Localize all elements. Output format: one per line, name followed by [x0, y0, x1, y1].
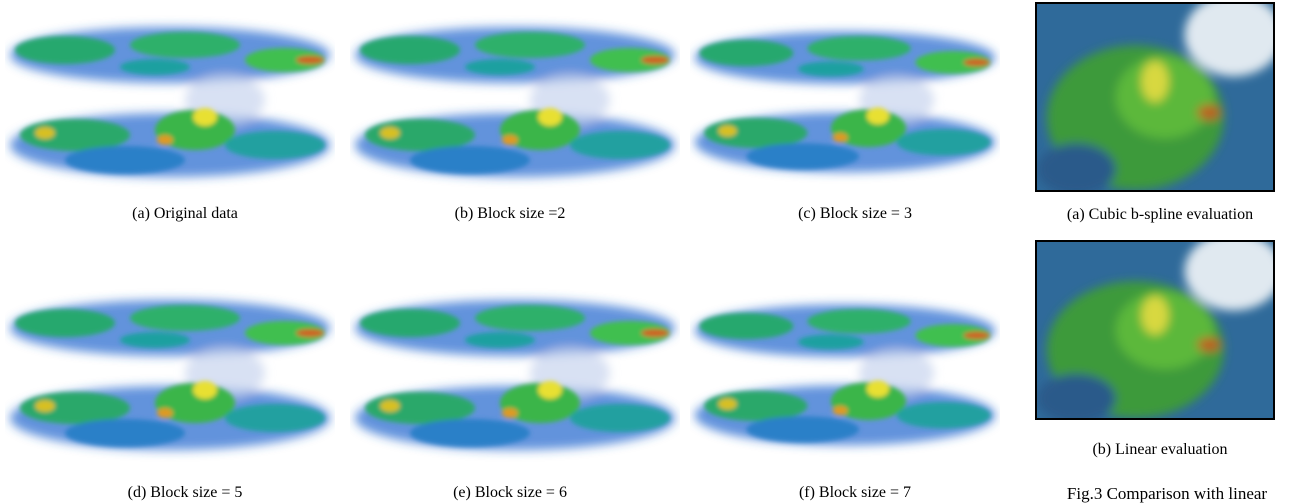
caption: (c) Block size = 3	[798, 205, 912, 223]
volume-rendering	[350, 5, 680, 195]
page: (a) Original data (b) Block size =2 (c) …	[0, 0, 1316, 503]
zoom-image	[1035, 240, 1275, 420]
volume-rendering	[1037, 242, 1273, 418]
zoom-image	[1035, 2, 1275, 192]
volume-rendering	[350, 278, 680, 468]
caption: (d) Block size = 5	[128, 484, 243, 502]
figure-caption: Fig.3 Comparison with linear	[1067, 484, 1267, 504]
volume-rendering	[5, 5, 335, 195]
caption: (b) Linear evaluation	[1092, 441, 1227, 459]
caption: (a) Original data	[132, 205, 238, 223]
caption: (b) Block size =2	[455, 205, 566, 223]
volume-rendering	[690, 278, 1000, 468]
caption: (e) Block size = 6	[453, 484, 567, 502]
caption: (f) Block size = 7	[799, 484, 911, 502]
caption: (a) Cubic b-spline evaluation	[1067, 206, 1253, 224]
volume-rendering	[5, 278, 335, 468]
volume-rendering	[1037, 4, 1273, 190]
volume-rendering	[690, 5, 1000, 195]
